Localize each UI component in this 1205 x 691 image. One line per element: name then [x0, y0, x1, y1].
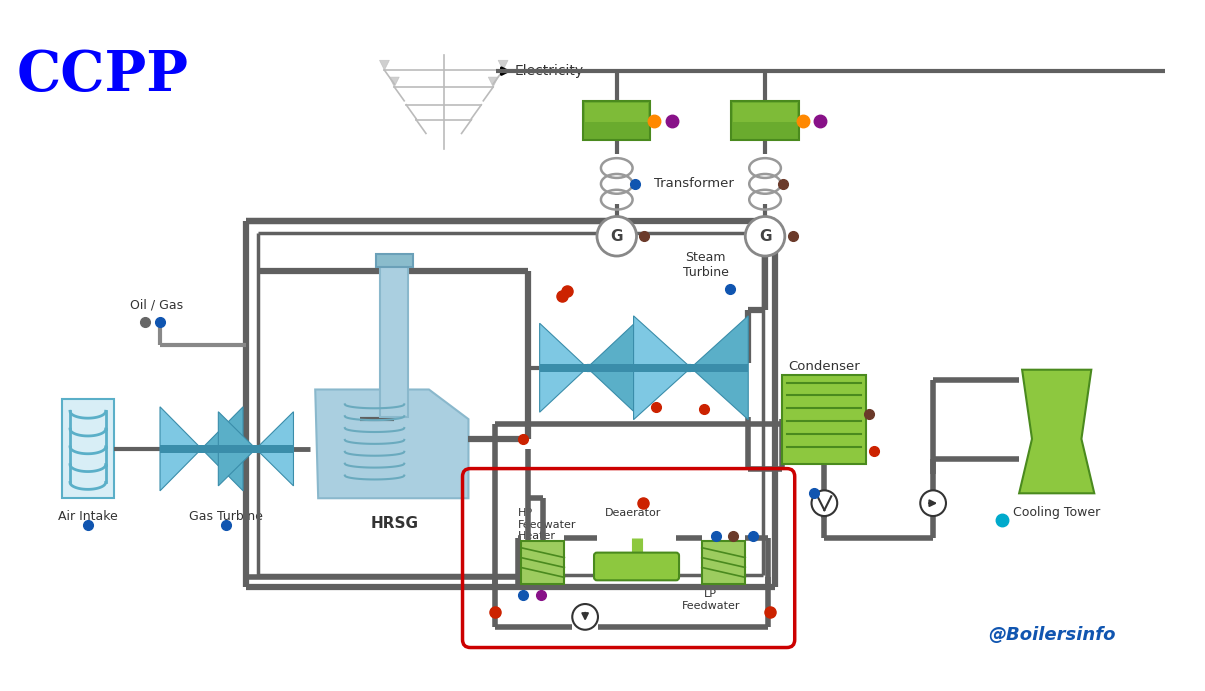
Polygon shape [160, 407, 201, 491]
Text: LP
Feedwater: LP Feedwater [682, 589, 740, 611]
Text: Oil / Gas: Oil / Gas [130, 299, 183, 312]
Circle shape [811, 491, 837, 516]
Text: Condenser: Condenser [788, 360, 860, 372]
Text: Electricity: Electricity [515, 64, 584, 78]
Text: HP
Feedwater
Heater: HP Feedwater Heater [518, 508, 576, 541]
Circle shape [596, 216, 636, 256]
Text: G: G [611, 229, 623, 244]
Bar [782, 375, 866, 464]
Polygon shape [701, 541, 745, 585]
Polygon shape [690, 316, 748, 419]
Polygon shape [634, 316, 690, 419]
Text: G: G [759, 229, 771, 244]
Polygon shape [201, 407, 243, 491]
Text: Steam
Turbine: Steam Turbine [683, 251, 729, 279]
Text: HRSG: HRSG [370, 516, 418, 531]
Polygon shape [316, 390, 469, 498]
Text: CCPP: CCPP [17, 48, 189, 102]
Polygon shape [389, 77, 399, 87]
Text: Cooling Tower: Cooling Tower [1013, 506, 1100, 519]
Circle shape [572, 604, 598, 630]
FancyBboxPatch shape [734, 103, 797, 122]
FancyBboxPatch shape [583, 101, 651, 140]
Text: Gas Turbine: Gas Turbine [189, 510, 263, 523]
Polygon shape [587, 323, 635, 413]
Bar [381, 263, 408, 417]
Polygon shape [1019, 370, 1094, 493]
Polygon shape [218, 412, 255, 486]
Bar [376, 254, 413, 267]
Bar [540, 363, 635, 372]
Polygon shape [380, 60, 389, 70]
Polygon shape [521, 541, 564, 585]
Text: Transformer: Transformer [654, 178, 734, 190]
Bar [160, 445, 243, 453]
Polygon shape [498, 60, 509, 70]
Text: Deaerator: Deaerator [605, 508, 662, 518]
Polygon shape [488, 77, 498, 87]
FancyBboxPatch shape [731, 101, 799, 140]
Polygon shape [255, 412, 294, 486]
Bar [63, 399, 113, 498]
Text: @Boilersinfo: @Boilersinfo [988, 625, 1116, 644]
FancyBboxPatch shape [586, 103, 648, 122]
Bar [634, 363, 748, 372]
Circle shape [745, 216, 784, 256]
Circle shape [921, 491, 946, 516]
Text: Air Intake: Air Intake [58, 510, 118, 523]
FancyBboxPatch shape [594, 553, 680, 580]
Polygon shape [540, 323, 587, 413]
Bar [218, 445, 294, 453]
